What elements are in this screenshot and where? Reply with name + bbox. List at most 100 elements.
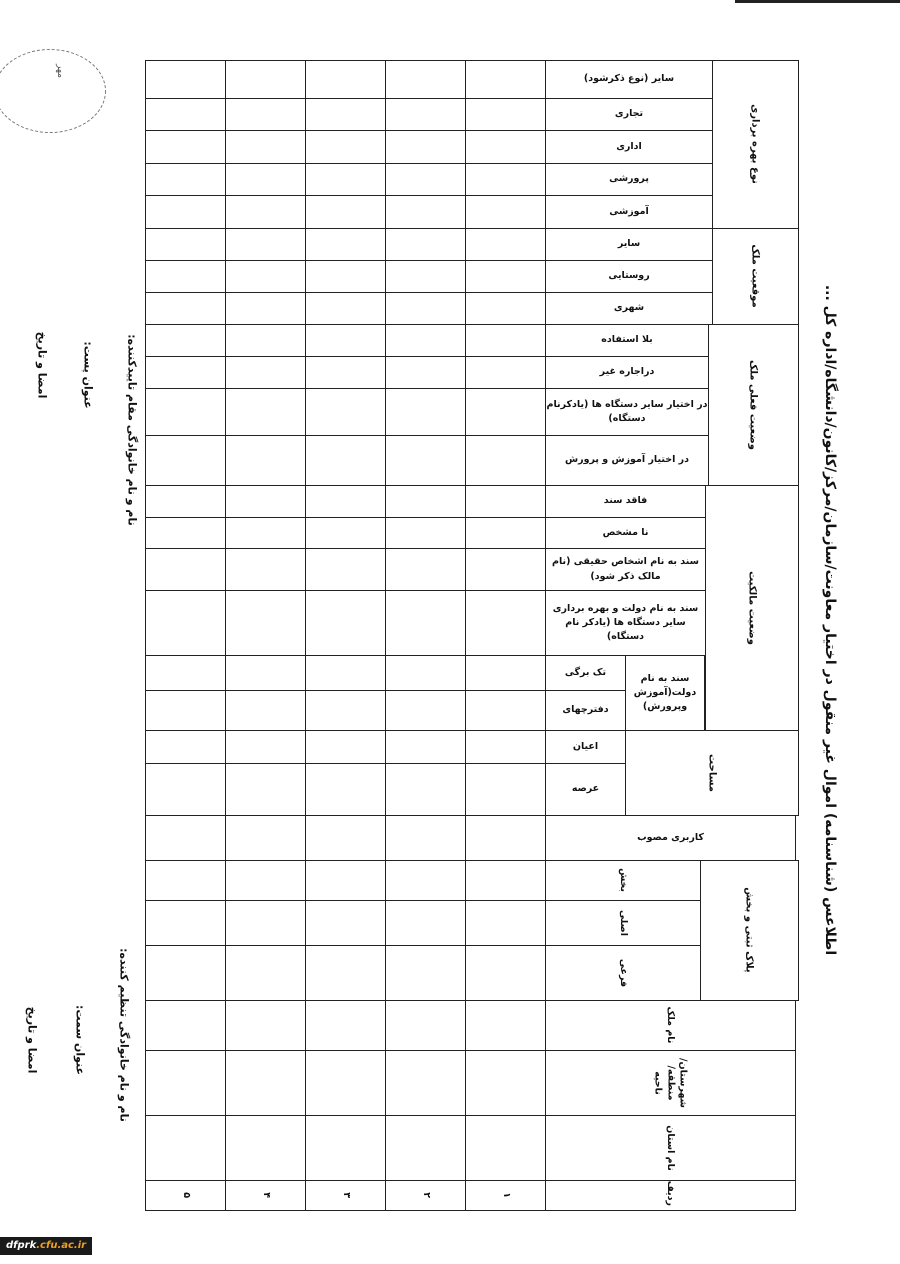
- table-cell[interactable]: [145, 900, 226, 946]
- table-cell[interactable]: [465, 228, 546, 261]
- table-cell[interactable]: [145, 517, 226, 549]
- table-cell[interactable]: [465, 590, 546, 656]
- table-cell[interactable]: [465, 163, 546, 196]
- table-cell[interactable]: [385, 815, 466, 861]
- table-cell[interactable]: [145, 548, 226, 591]
- table-cell[interactable]: [385, 860, 466, 901]
- table-cell[interactable]: [385, 900, 466, 946]
- table-cell[interactable]: [305, 590, 386, 656]
- table-cell[interactable]: [465, 900, 546, 946]
- table-cell[interactable]: [465, 130, 546, 164]
- table-cell[interactable]: [145, 435, 226, 486]
- table-cell[interactable]: [305, 163, 386, 196]
- table-cell[interactable]: [225, 130, 306, 164]
- table-cell[interactable]: [465, 815, 546, 861]
- table-cell[interactable]: [385, 356, 466, 389]
- table-cell[interactable]: [145, 815, 226, 861]
- table-cell[interactable]: [305, 485, 386, 518]
- table-cell[interactable]: [225, 900, 306, 946]
- table-cell[interactable]: [305, 900, 386, 946]
- table-cell[interactable]: [145, 655, 226, 691]
- table-cell[interactable]: [385, 517, 466, 549]
- table-cell[interactable]: [305, 98, 386, 131]
- table-cell[interactable]: [225, 356, 306, 389]
- table-cell[interactable]: [305, 292, 386, 325]
- table-cell[interactable]: [385, 130, 466, 164]
- table-cell[interactable]: [225, 195, 306, 229]
- table-cell[interactable]: [305, 860, 386, 901]
- table-cell[interactable]: [225, 324, 306, 357]
- table-cell[interactable]: [145, 1050, 226, 1116]
- table-cell[interactable]: [225, 1115, 306, 1181]
- table-cell[interactable]: [225, 730, 306, 764]
- table-cell[interactable]: [385, 945, 466, 1001]
- table-cell[interactable]: [225, 163, 306, 196]
- table-cell[interactable]: [145, 730, 226, 764]
- table-cell[interactable]: [145, 163, 226, 196]
- table-cell[interactable]: [225, 860, 306, 901]
- table-cell[interactable]: [225, 655, 306, 691]
- table-cell[interactable]: [145, 860, 226, 901]
- table-cell[interactable]: [225, 388, 306, 436]
- table-cell[interactable]: [225, 292, 306, 325]
- table-cell[interactable]: [145, 260, 226, 293]
- table-cell[interactable]: [225, 485, 306, 518]
- table-cell[interactable]: [465, 98, 546, 131]
- table-cell[interactable]: [305, 1050, 386, 1116]
- table-cell[interactable]: [145, 356, 226, 389]
- table-cell[interactable]: [225, 98, 306, 131]
- table-cell[interactable]: [385, 590, 466, 656]
- table-cell[interactable]: [305, 228, 386, 261]
- table-cell[interactable]: [465, 690, 546, 731]
- table-cell[interactable]: [385, 260, 466, 293]
- table-cell[interactable]: [465, 730, 546, 764]
- table-cell[interactable]: [385, 98, 466, 131]
- table-cell[interactable]: [385, 763, 466, 816]
- table-cell[interactable]: [145, 324, 226, 357]
- table-cell[interactable]: [145, 292, 226, 325]
- table-cell[interactable]: [145, 60, 226, 99]
- table-cell[interactable]: [465, 195, 546, 229]
- table-cell[interactable]: [305, 763, 386, 816]
- table-cell[interactable]: [385, 655, 466, 691]
- table-cell[interactable]: [305, 435, 386, 486]
- table-cell[interactable]: [305, 730, 386, 764]
- table-cell[interactable]: [305, 690, 386, 731]
- table-cell[interactable]: [145, 485, 226, 518]
- table-cell[interactable]: [465, 860, 546, 901]
- table-cell[interactable]: [305, 195, 386, 229]
- table-cell[interactable]: [225, 517, 306, 549]
- table-cell[interactable]: [305, 815, 386, 861]
- table-cell[interactable]: [385, 163, 466, 196]
- table-cell[interactable]: [145, 690, 226, 731]
- table-cell[interactable]: [465, 292, 546, 325]
- table-cell[interactable]: [145, 590, 226, 656]
- table-cell[interactable]: [465, 485, 546, 518]
- table-cell[interactable]: [225, 945, 306, 1001]
- table-cell[interactable]: [305, 60, 386, 99]
- table-cell[interactable]: [385, 730, 466, 764]
- table-cell[interactable]: [465, 1115, 546, 1181]
- table-cell[interactable]: [465, 548, 546, 591]
- table-cell[interactable]: [465, 517, 546, 549]
- table-cell[interactable]: [385, 1115, 466, 1181]
- table-cell[interactable]: [385, 548, 466, 591]
- table-cell[interactable]: [225, 1000, 306, 1051]
- table-cell[interactable]: [225, 590, 306, 656]
- table-cell[interactable]: [305, 655, 386, 691]
- table-cell[interactable]: [385, 292, 466, 325]
- table-cell[interactable]: [145, 763, 226, 816]
- table-cell[interactable]: [465, 435, 546, 486]
- table-cell[interactable]: [145, 98, 226, 131]
- table-cell[interactable]: [305, 945, 386, 1001]
- table-cell[interactable]: [145, 388, 226, 436]
- table-cell[interactable]: [465, 945, 546, 1001]
- table-cell[interactable]: [385, 388, 466, 436]
- table-cell[interactable]: [385, 324, 466, 357]
- table-cell[interactable]: [145, 130, 226, 164]
- table-cell[interactable]: [465, 260, 546, 293]
- table-cell[interactable]: [305, 260, 386, 293]
- table-cell[interactable]: [145, 1115, 226, 1181]
- table-cell[interactable]: [385, 195, 466, 229]
- table-cell[interactable]: [385, 485, 466, 518]
